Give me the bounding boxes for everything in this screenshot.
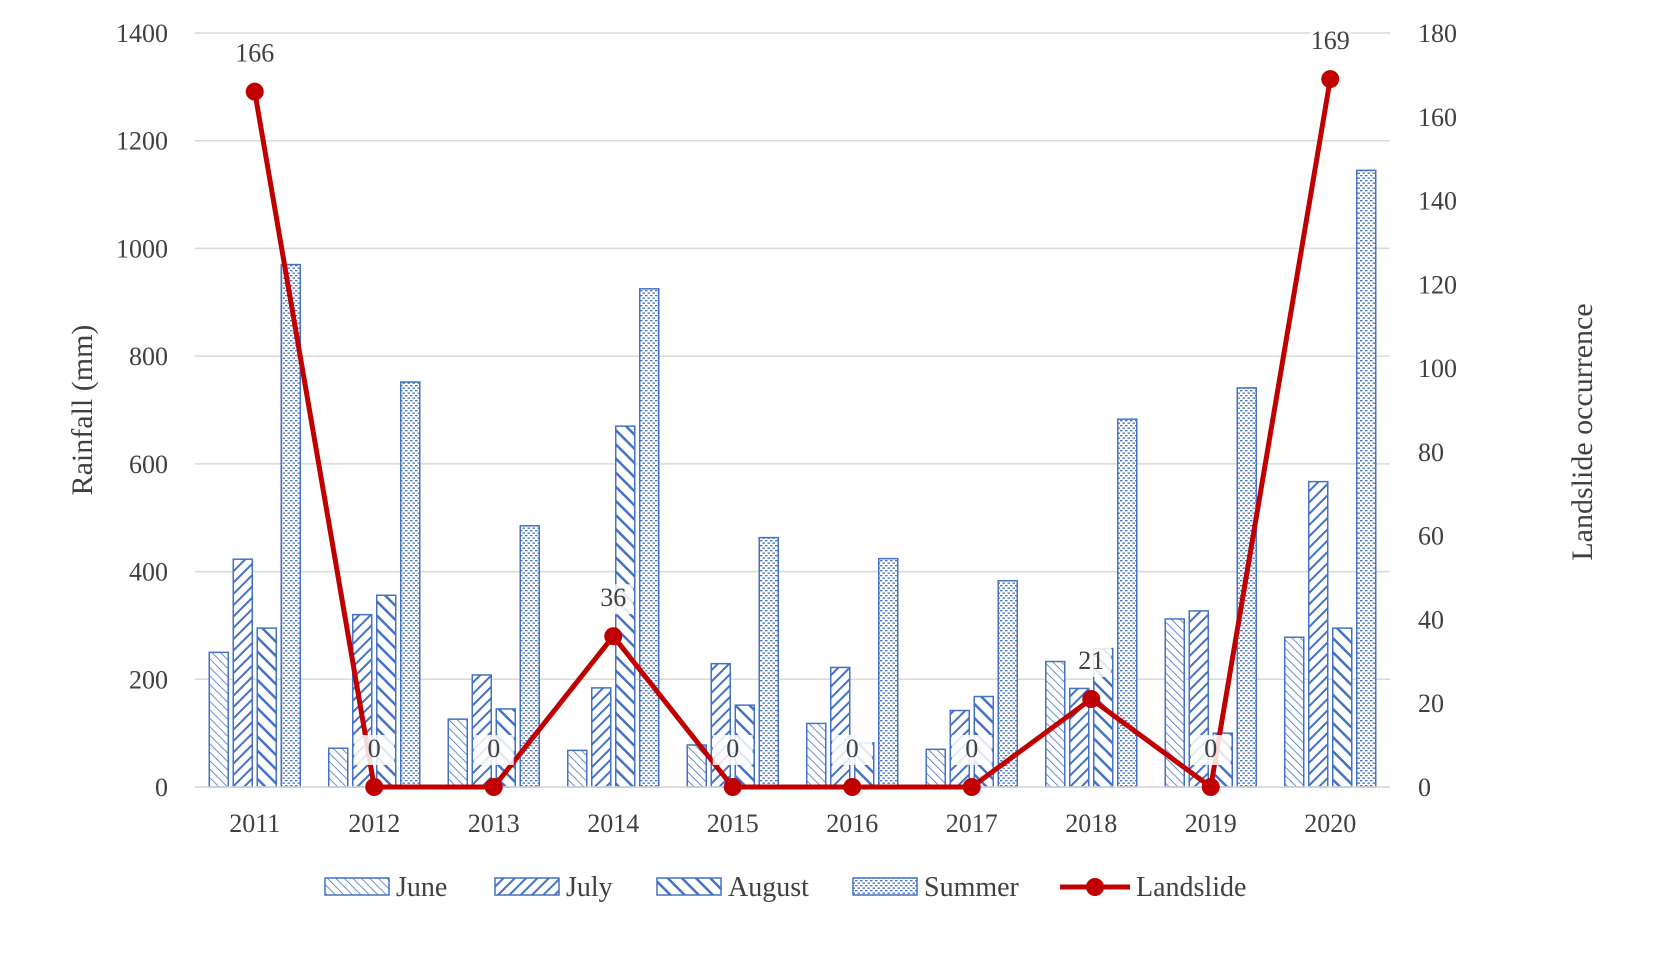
data-label-landslide-2016: 0 (846, 734, 859, 763)
bar-june-2013 (447, 718, 468, 788)
legend-label-june: June (396, 872, 447, 903)
data-label-bg (1071, 647, 1112, 678)
data-label-bg (354, 735, 395, 765)
x-tick-label: 2011 (229, 809, 280, 838)
y-axis-left: 0 200 400 600 800 1000 1200 1400 (116, 19, 168, 802)
x-tick-label: 2017 (946, 809, 998, 838)
legend-swatch-summer (852, 877, 918, 896)
bar-summer-2016 (878, 557, 899, 788)
y2-tick-label: 120 (1418, 270, 1457, 299)
data-label-bg (593, 584, 634, 615)
legend-swatch-july (494, 877, 560, 896)
y2-tick-label: 40 (1418, 605, 1444, 634)
data-label-landslide-2018: 21 (1078, 646, 1104, 675)
x-tick-label: 2012 (348, 809, 400, 838)
landslide-point-2020 (1321, 70, 1340, 89)
y2-tick-label: 100 (1418, 354, 1457, 383)
x-tick-label: 2015 (707, 809, 759, 838)
y2-tick-label: 180 (1418, 19, 1457, 48)
data-label-landslide-2011: 166 (235, 39, 274, 68)
legend-swatch-august (656, 877, 722, 896)
bar-july-2014 (591, 687, 612, 788)
landslide-series-line (252, 78, 1333, 790)
y-tick-label: 1200 (116, 127, 168, 156)
landslide-point-2013 (484, 778, 503, 796)
data-label-bg (473, 735, 514, 765)
data-label-landslide-2012: 0 (368, 734, 381, 763)
y-axis-right: 0 20 40 60 80 100 120 140 160 180 (1418, 19, 1457, 802)
y-tick-label: 1400 (116, 19, 168, 48)
data-label-bg (832, 735, 873, 765)
landslide-point-2012 (365, 778, 384, 796)
legend-label-landslide: Landslide (1136, 872, 1246, 903)
y-tick-label: 0 (155, 773, 168, 802)
y2-tick-label: 0 (1418, 773, 1431, 802)
x-tick-label: 2019 (1185, 809, 1237, 838)
bar-june-2017 (925, 748, 946, 788)
y-tick-label: 800 (129, 342, 168, 371)
y-tick-label: 400 (129, 558, 168, 587)
bars (208, 169, 1377, 788)
data-label-landslide-2019: 0 (1204, 734, 1217, 763)
data-label-landslide-2013: 0 (487, 734, 500, 763)
y-tick-label: 600 (129, 450, 168, 479)
bar-july-2011 (232, 558, 253, 788)
bar-august-2020 (1332, 627, 1353, 788)
data-label-landslide-2020: 169 (1311, 26, 1350, 55)
x-tick-label: 2014 (587, 809, 639, 838)
y-tick-label: 200 (129, 665, 168, 694)
y2-tick-label: 140 (1418, 187, 1457, 216)
legend-label-august: August (728, 872, 809, 903)
y2-tick-label: 80 (1418, 438, 1444, 467)
y2-tick-label: 20 (1418, 689, 1444, 718)
landslide-line (245, 70, 1340, 796)
y2-axis-title: Landslide occurrence (1566, 303, 1599, 560)
y2-tick-label: 60 (1418, 522, 1444, 551)
bar-summer-2012 (400, 381, 421, 788)
data-label-bg (1190, 735, 1231, 765)
legend: June July August Summer Landslide (324, 872, 1246, 903)
landslide-point-2016 (843, 778, 862, 796)
bar-august-2011 (256, 627, 277, 788)
x-tick-label: 2018 (1065, 809, 1117, 838)
bar-summer-2014 (639, 288, 660, 788)
data-labels: 166 0 0 36 0 0 0 21 0 169 (234, 26, 1351, 765)
bar-june-2012 (328, 747, 349, 788)
landslide-point-2017 (962, 778, 981, 796)
bar-july-2020 (1308, 480, 1329, 788)
data-label-bg (1310, 27, 1351, 58)
x-tick-label: 2020 (1304, 809, 1356, 838)
landslide-point-2018 (1082, 690, 1101, 709)
x-tick-label: 2013 (468, 809, 520, 838)
bar-july-2016 (830, 666, 851, 788)
bar-summer-2020 (1356, 169, 1377, 788)
bar-july-2013 (471, 674, 492, 788)
data-label-landslide-2015: 0 (726, 734, 739, 763)
bar-june-2016 (806, 722, 827, 788)
gridlines (195, 32, 1390, 788)
y-tick-label: 1000 (116, 234, 168, 263)
landslide-point-2014 (604, 627, 623, 646)
data-label-bg (712, 735, 753, 765)
y-axis-title: Rainfall (mm) (66, 325, 99, 496)
landslide-point-2011 (245, 82, 264, 101)
bar-june-2020 (1284, 636, 1305, 788)
legend-label-july: July (566, 872, 613, 903)
data-label-bg (234, 39, 275, 70)
x-tick-label: 2016 (826, 809, 878, 838)
bar-june-2014 (567, 749, 588, 788)
bar-summer-2015 (758, 536, 779, 788)
legend-swatch-june (324, 877, 390, 896)
legend-label-summer: Summer (924, 872, 1020, 903)
legend-marker-landslide (1086, 878, 1104, 896)
landslide-point-2015 (723, 778, 742, 796)
landslide-point-2019 (1201, 778, 1220, 796)
data-label-landslide-2014: 36 (600, 583, 626, 612)
data-label-bg (951, 735, 992, 765)
data-label-landslide-2017: 0 (965, 734, 978, 763)
bar-june-2011 (208, 651, 229, 788)
y2-tick-label: 160 (1418, 103, 1457, 132)
